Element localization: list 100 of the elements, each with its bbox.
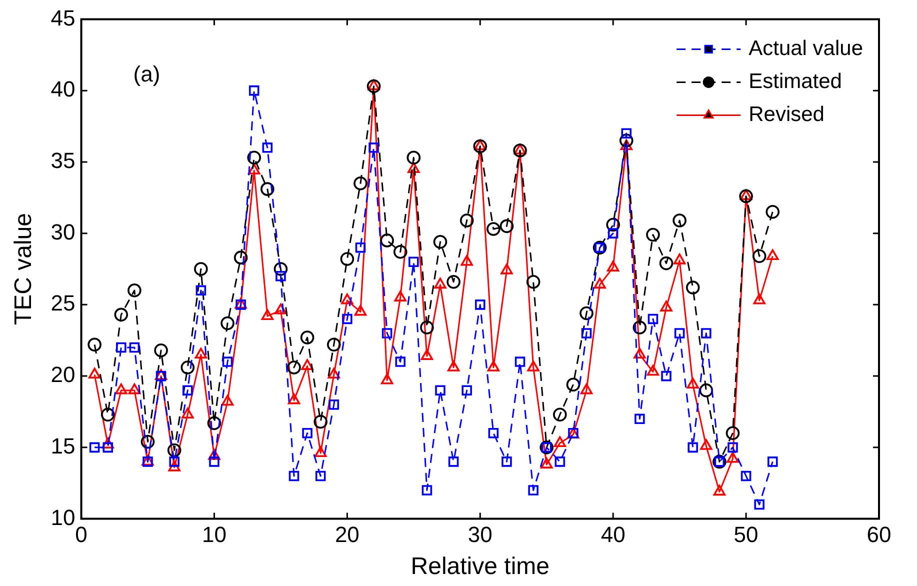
point xyxy=(208,449,220,460)
point xyxy=(621,128,632,139)
point xyxy=(528,485,538,496)
point xyxy=(699,383,714,398)
point xyxy=(674,328,685,338)
point xyxy=(620,139,632,150)
point xyxy=(194,348,208,359)
point xyxy=(500,219,514,234)
point xyxy=(648,314,658,324)
y-tick-label: 25 xyxy=(50,290,76,316)
point xyxy=(354,304,367,316)
point xyxy=(234,250,248,264)
point xyxy=(634,348,646,359)
point xyxy=(260,182,274,196)
point xyxy=(672,214,686,228)
point xyxy=(474,139,486,150)
point xyxy=(473,139,488,154)
point xyxy=(380,373,394,384)
point xyxy=(553,408,567,422)
point xyxy=(701,328,712,338)
y-tick-label: 20 xyxy=(50,362,76,388)
point xyxy=(420,349,434,360)
point xyxy=(566,378,580,392)
point xyxy=(740,189,752,200)
legend-label: Estimated xyxy=(748,70,842,93)
point xyxy=(554,436,566,448)
point xyxy=(474,300,486,310)
point xyxy=(420,320,434,334)
point xyxy=(726,452,739,463)
point xyxy=(140,434,155,449)
point xyxy=(460,214,474,228)
point xyxy=(739,189,753,204)
point xyxy=(315,470,326,482)
point xyxy=(154,343,168,358)
point xyxy=(287,360,301,374)
y-axis-title: TEC value xyxy=(10,212,38,326)
point xyxy=(128,383,141,394)
point xyxy=(182,385,193,396)
point xyxy=(606,260,620,272)
point xyxy=(354,176,368,190)
point xyxy=(514,356,526,367)
point xyxy=(196,285,206,296)
point xyxy=(713,484,726,496)
point xyxy=(752,249,766,264)
point xyxy=(328,399,340,410)
point xyxy=(128,284,142,298)
point xyxy=(274,262,288,276)
point xyxy=(580,306,594,320)
point xyxy=(169,456,180,467)
point xyxy=(116,342,126,353)
point xyxy=(435,385,446,396)
annotation: (a) xyxy=(133,61,160,86)
point xyxy=(753,294,766,304)
point xyxy=(114,308,128,322)
x-tick-label: 30 xyxy=(468,522,492,548)
point xyxy=(740,470,752,482)
point xyxy=(209,456,220,467)
point xyxy=(462,385,472,396)
point xyxy=(88,368,101,379)
point xyxy=(380,234,394,248)
point xyxy=(688,442,698,453)
point xyxy=(486,222,500,236)
y-tick-label: 35 xyxy=(50,148,76,174)
point xyxy=(661,370,672,382)
point xyxy=(619,134,634,148)
point xyxy=(673,254,686,264)
point xyxy=(276,270,286,282)
point xyxy=(288,470,300,482)
point xyxy=(368,79,380,90)
point xyxy=(167,443,182,458)
y-tick-label: 30 xyxy=(50,219,76,244)
point xyxy=(488,428,499,438)
point xyxy=(728,442,738,453)
point xyxy=(207,416,222,430)
point xyxy=(262,142,273,153)
point xyxy=(700,439,712,450)
point xyxy=(382,328,392,338)
point xyxy=(540,458,553,468)
point xyxy=(180,360,195,374)
point xyxy=(408,162,420,173)
point xyxy=(395,356,406,367)
point xyxy=(526,274,540,289)
point xyxy=(366,79,381,94)
point xyxy=(513,144,527,158)
point xyxy=(88,338,102,352)
point xyxy=(422,485,432,496)
legend-label: Revised xyxy=(748,102,824,126)
point xyxy=(446,274,460,289)
point xyxy=(326,338,341,352)
point xyxy=(355,242,366,253)
point xyxy=(89,442,100,453)
x-tick-label: 0 xyxy=(75,522,88,548)
point xyxy=(368,142,379,153)
point xyxy=(115,383,128,394)
x-tick-label: 40 xyxy=(600,522,626,548)
point xyxy=(301,359,314,370)
point xyxy=(594,278,606,289)
point xyxy=(100,408,115,422)
point xyxy=(434,278,446,289)
point xyxy=(220,316,234,330)
